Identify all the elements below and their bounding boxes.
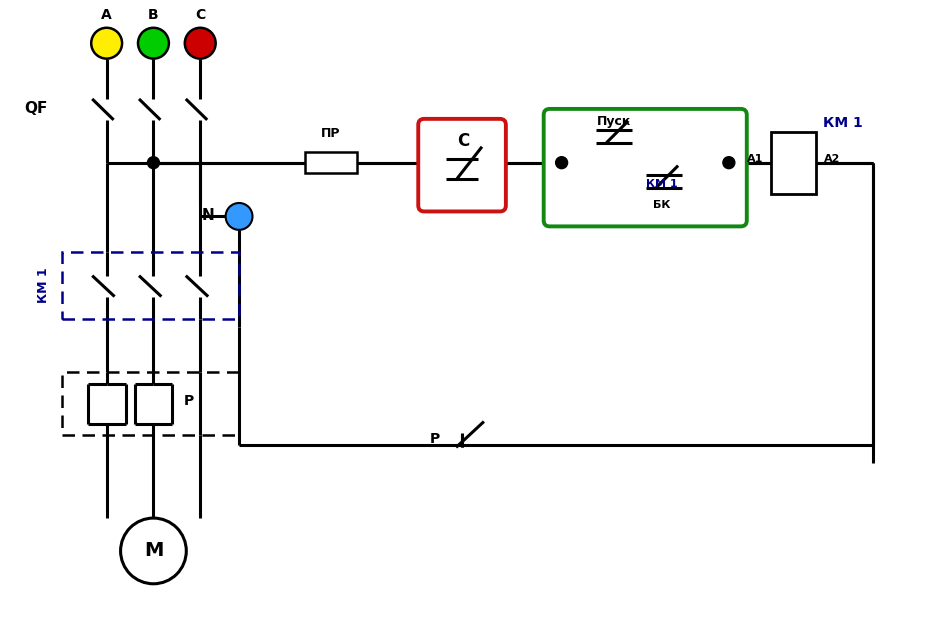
Text: БК: БК (654, 200, 671, 210)
Text: А1: А1 (748, 154, 764, 163)
Text: A: A (102, 8, 112, 22)
Text: КМ 1: КМ 1 (824, 116, 864, 130)
Circle shape (121, 518, 186, 584)
Circle shape (138, 28, 169, 59)
Text: B: B (148, 8, 159, 22)
Text: QF: QF (24, 102, 48, 117)
Circle shape (723, 157, 735, 168)
FancyBboxPatch shape (418, 119, 505, 212)
Text: А2: А2 (824, 154, 840, 163)
Text: КМ 1: КМ 1 (646, 178, 678, 188)
Circle shape (91, 28, 123, 59)
Text: C: C (195, 8, 205, 22)
Text: КМ 1: КМ 1 (37, 268, 50, 303)
Text: N: N (201, 208, 214, 223)
FancyBboxPatch shape (305, 152, 356, 173)
Text: С: С (457, 132, 469, 150)
Text: М: М (143, 542, 163, 560)
FancyBboxPatch shape (770, 132, 816, 193)
Circle shape (147, 157, 160, 168)
Text: Р: Р (430, 432, 440, 446)
Circle shape (225, 203, 253, 230)
FancyBboxPatch shape (543, 109, 747, 227)
Text: Пуск: Пуск (598, 115, 632, 129)
Text: ПР: ПР (321, 127, 340, 140)
Text: Р: Р (183, 394, 194, 407)
Circle shape (185, 28, 216, 59)
Circle shape (556, 157, 567, 168)
